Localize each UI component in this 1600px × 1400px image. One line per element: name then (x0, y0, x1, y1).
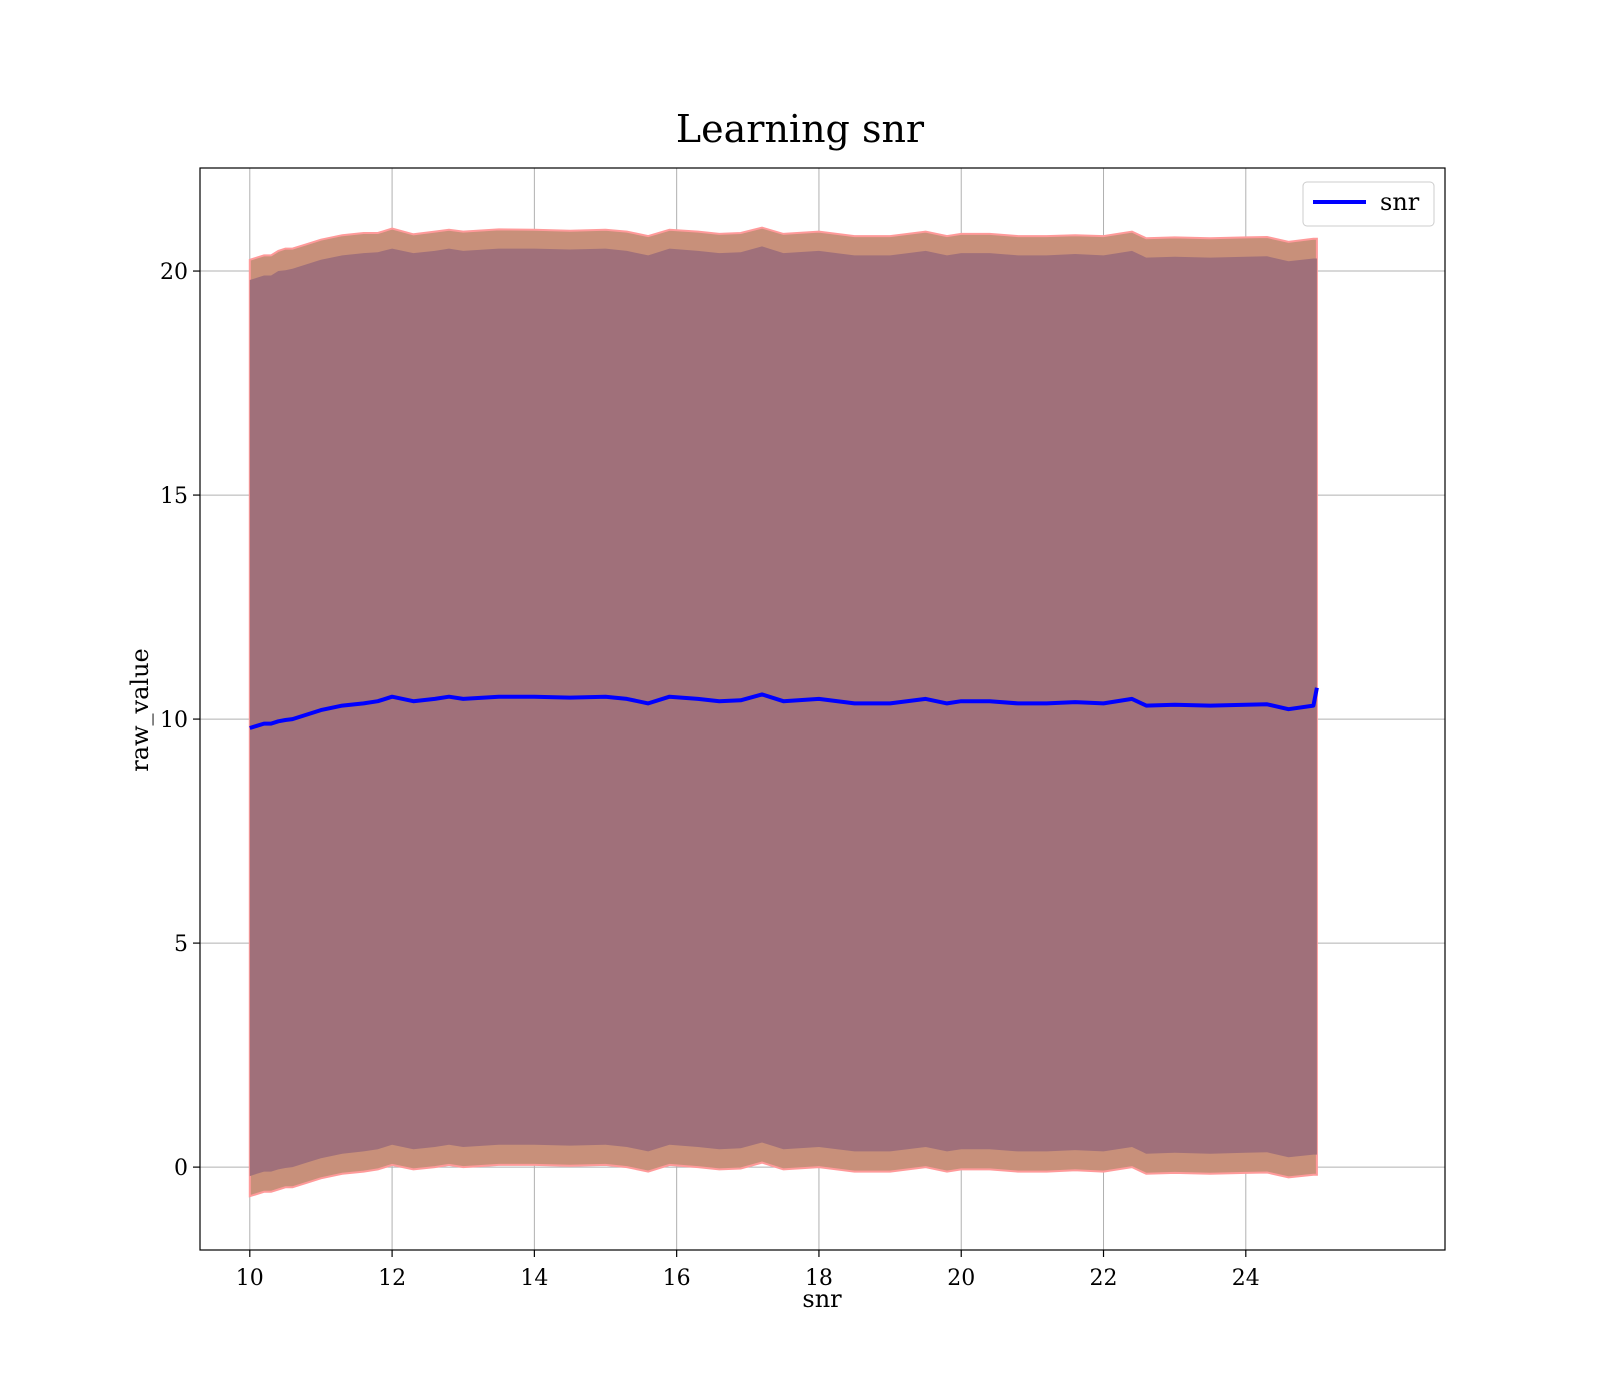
x-tick-label: 16 (663, 1266, 691, 1291)
plot-frame (199, 167, 1446, 1251)
y-tick-label: 15 (160, 484, 188, 509)
legend-label: snr (1380, 188, 1420, 216)
ticks: 10 12 14 16 18 20 22 24 0 5 10 15 20 (160, 260, 1260, 1291)
y-tick-label: 5 (174, 932, 188, 957)
inner-confidence-band (249, 246, 1317, 1177)
chart-title: Learning snr (676, 107, 925, 151)
y-tick-label: 20 (160, 260, 188, 285)
x-tick-label: 10 (236, 1266, 264, 1291)
x-tick-label: 22 (1090, 1266, 1118, 1291)
x-tick-label: 24 (1232, 1266, 1260, 1291)
series-line-snr (249, 687, 1319, 730)
series-lines (249, 687, 1319, 730)
legend: snr (1302, 181, 1435, 227)
x-tick-label: 18 (805, 1266, 833, 1291)
y-axis-label: raw_value (126, 648, 154, 772)
x-tick-label: 14 (520, 1266, 548, 1291)
x-tick-label: 20 (947, 1266, 975, 1291)
x-tick-label: 12 (378, 1266, 406, 1291)
x-axis-label: snr (802, 1285, 842, 1313)
bands (248, 226, 1318, 1198)
legend-box (1302, 181, 1435, 227)
y-tick-label: 10 (160, 708, 188, 733)
y-tick-label: 0 (174, 1156, 188, 1181)
